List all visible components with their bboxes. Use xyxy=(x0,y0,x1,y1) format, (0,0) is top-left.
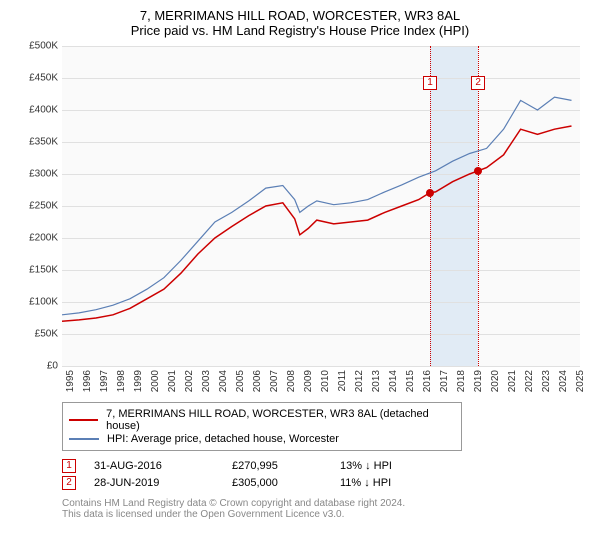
y-axis-label: £500K xyxy=(20,41,58,52)
marker-point xyxy=(426,189,434,197)
y-axis-label: £400K xyxy=(20,105,58,116)
sale-row: 1 31-AUG-2016 £270,995 13% ↓ HPI xyxy=(62,459,590,473)
x-axis-label: 2006 xyxy=(252,370,263,392)
legend-swatch xyxy=(69,438,99,440)
series-hpi xyxy=(62,97,572,315)
x-axis-label: 2010 xyxy=(320,370,331,392)
legend-item: 7, MERRIMANS HILL ROAD, WORCESTER, WR3 8… xyxy=(69,408,455,432)
x-axis-label: 2018 xyxy=(456,370,467,392)
y-axis-label: £50K xyxy=(20,329,58,340)
line-chart-svg xyxy=(62,46,580,366)
marker-point xyxy=(474,167,482,175)
marker-label-box: 2 xyxy=(471,76,485,90)
x-axis-label: 2022 xyxy=(524,370,535,392)
sale-date: 28-JUN-2019 xyxy=(94,477,204,489)
x-axis-label: 2009 xyxy=(303,370,314,392)
x-axis-label: 2004 xyxy=(218,370,229,392)
chart-title: 7, MERRIMANS HILL ROAD, WORCESTER, WR3 8… xyxy=(10,8,590,23)
chart-area: £0 £50K £100K £150K £200K £250K £300K £350K £400… xyxy=(20,46,580,396)
x-axis-label: 2014 xyxy=(388,370,399,392)
sale-diff: 11% ↓ HPI xyxy=(340,477,391,489)
legend-label: HPI: Average price, detached house, Worc… xyxy=(107,433,339,445)
y-axis-label: £350K xyxy=(20,137,58,148)
x-axis-label: 1998 xyxy=(116,370,127,392)
y-axis-label: £300K xyxy=(20,169,58,180)
sale-marker-icon: 2 xyxy=(62,476,76,490)
y-axis-label: £100K xyxy=(20,297,58,308)
x-axis-label: 2017 xyxy=(439,370,450,392)
x-axis-label: 1995 xyxy=(65,370,76,392)
chart-subtitle: Price paid vs. HM Land Registry's House … xyxy=(10,23,590,38)
marker-label-box: 1 xyxy=(423,76,437,90)
legend-swatch xyxy=(69,419,98,421)
grid-line xyxy=(62,366,580,367)
y-axis-label: £150K xyxy=(20,265,58,276)
x-axis-label: 1996 xyxy=(82,370,93,392)
y-axis-label: £200K xyxy=(20,233,58,244)
y-axis-label: £250K xyxy=(20,201,58,212)
x-axis-label: 2024 xyxy=(558,370,569,392)
x-axis-label: 1997 xyxy=(99,370,110,392)
series-property xyxy=(62,126,572,321)
legend: 7, MERRIMANS HILL ROAD, WORCESTER, WR3 8… xyxy=(62,402,462,451)
x-axis-label: 2007 xyxy=(269,370,280,392)
sale-marker-icon: 1 xyxy=(62,459,76,473)
sale-diff: 13% ↓ HPI xyxy=(340,460,392,472)
sale-row: 2 28-JUN-2019 £305,000 11% ↓ HPI xyxy=(62,476,590,490)
x-axis-label: 2013 xyxy=(371,370,382,392)
y-axis-label: £450K xyxy=(20,73,58,84)
legend-label: 7, MERRIMANS HILL ROAD, WORCESTER, WR3 8… xyxy=(106,408,455,432)
y-axis-label: £0 xyxy=(20,361,58,372)
x-axis-label: 2000 xyxy=(150,370,161,392)
footnote-line2: This data is licensed under the Open Gov… xyxy=(62,509,590,520)
legend-item: HPI: Average price, detached house, Worc… xyxy=(69,433,455,445)
x-axis-label: 2001 xyxy=(167,370,178,392)
footnote-line1: Contains HM Land Registry data © Crown c… xyxy=(62,498,590,509)
x-axis-label: 2023 xyxy=(541,370,552,392)
x-axis-label: 1999 xyxy=(133,370,144,392)
x-axis-label: 2005 xyxy=(235,370,246,392)
x-axis-label: 2008 xyxy=(286,370,297,392)
x-axis-label: 2025 xyxy=(575,370,586,392)
x-axis-label: 2019 xyxy=(473,370,484,392)
x-axis-label: 2012 xyxy=(354,370,365,392)
x-axis-label: 2011 xyxy=(337,370,348,392)
x-axis-label: 2003 xyxy=(201,370,212,392)
footnote: Contains HM Land Registry data © Crown c… xyxy=(62,498,590,520)
x-axis-label: 2016 xyxy=(422,370,433,392)
sales-table: 1 31-AUG-2016 £270,995 13% ↓ HPI 2 28-JUN-201… xyxy=(62,459,590,490)
x-axis-label: 2015 xyxy=(405,370,416,392)
x-axis-label: 2021 xyxy=(507,370,518,392)
sale-date: 31-AUG-2016 xyxy=(94,460,204,472)
x-axis-label: 2002 xyxy=(184,370,195,392)
sale-price: £270,995 xyxy=(232,460,312,472)
sale-price: £305,000 xyxy=(232,477,312,489)
x-axis-label: 2020 xyxy=(490,370,501,392)
